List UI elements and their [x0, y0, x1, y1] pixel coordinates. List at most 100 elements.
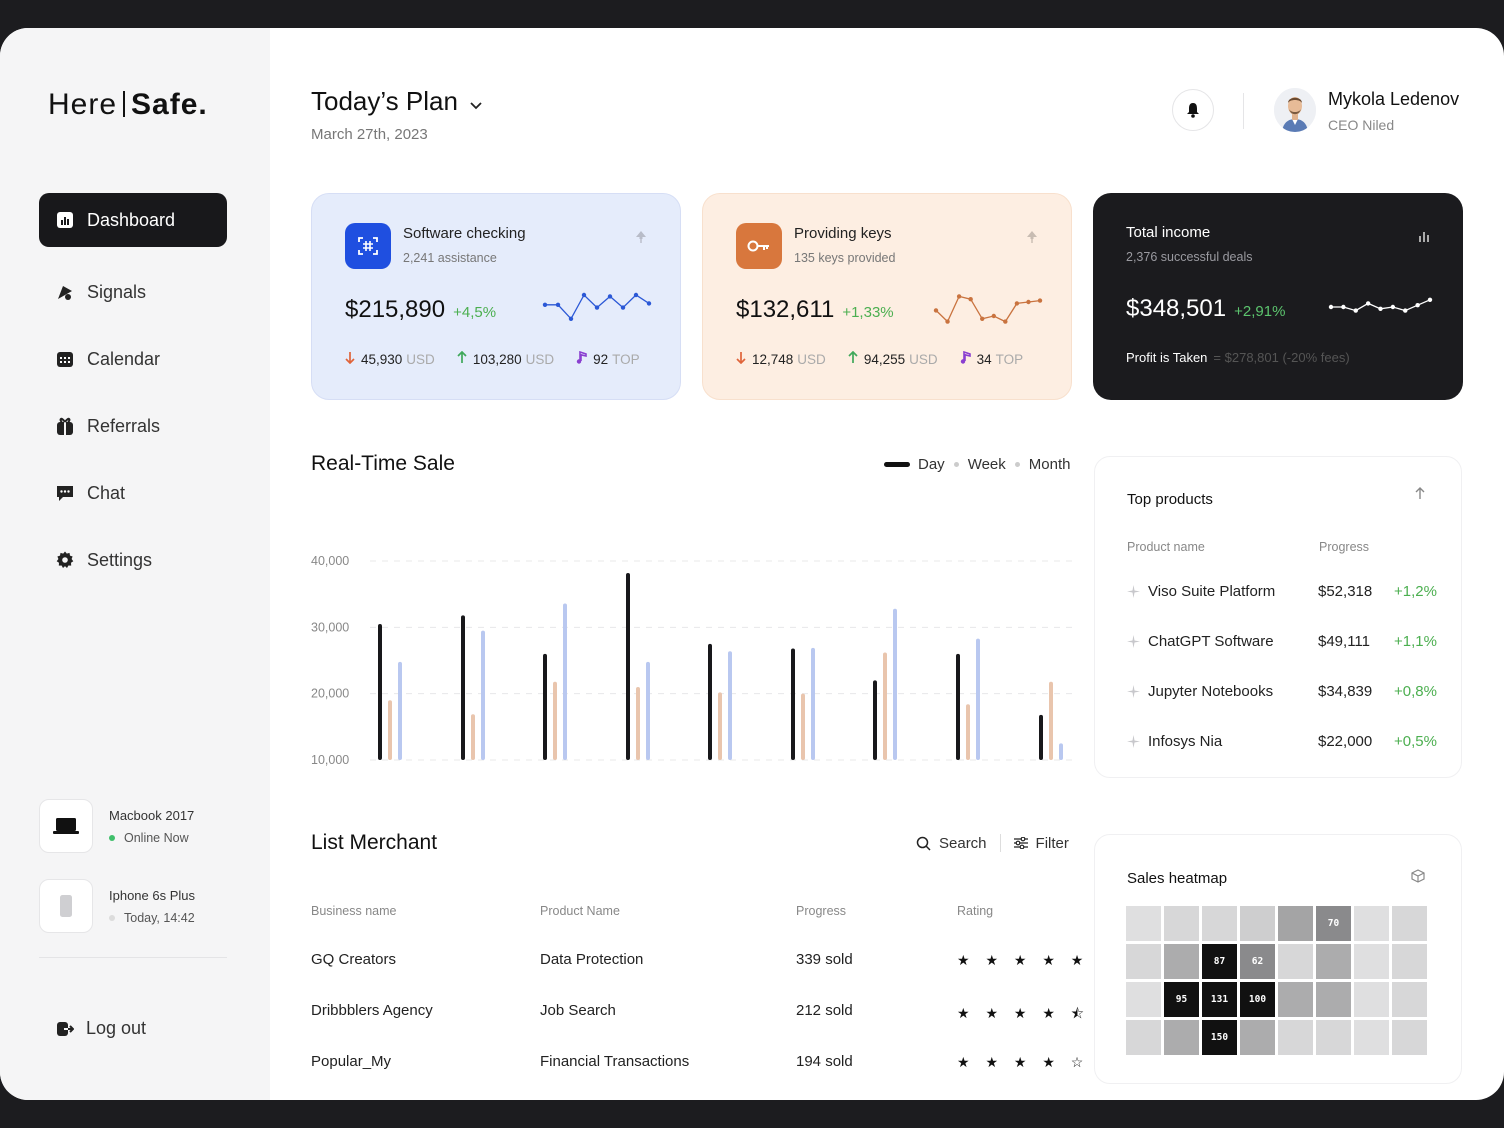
sidebar-item-calendar[interactable]: Calendar: [39, 332, 227, 386]
heatmap-cell[interactable]: [1126, 982, 1161, 1017]
filter-icon: [1013, 837, 1028, 849]
device-macbook[interactable]: Macbook 2017 Online Now: [39, 799, 239, 853]
sparkline-point: [633, 292, 639, 298]
sparkline-point: [1403, 308, 1408, 313]
chart-bar: [708, 643, 712, 760]
product-name: Infosys Nia: [1148, 732, 1223, 750]
heatmap-cell[interactable]: [1316, 944, 1351, 979]
heatmap-cell[interactable]: [1392, 1020, 1427, 1055]
sidebar-item-label: Signals: [87, 281, 147, 302]
sparkline-point: [1365, 301, 1371, 306]
product-row[interactable]: Viso Suite Platform $52,318 +1,2%: [1127, 579, 1447, 603]
sparkline-point: [956, 294, 962, 299]
heatmap-cell[interactable]: [1354, 944, 1389, 979]
sidebar-item-signals[interactable]: Signals: [39, 265, 227, 319]
product-row[interactable]: Infosys Nia $22,000 +0,5%: [1127, 729, 1447, 753]
heatmap-title: Sales heatmap: [1127, 870, 1228, 887]
heatmap-cell[interactable]: [1392, 982, 1427, 1017]
heatmap-cell[interactable]: [1278, 1020, 1313, 1055]
heatmap-cell[interactable]: [1354, 1020, 1389, 1055]
device-iphone[interactable]: Iphone 6s Plus Today, 14:42: [39, 879, 239, 933]
chart-bar: [873, 680, 877, 760]
rating-stars: ★ ★ ★ ★ ★: [957, 952, 1090, 968]
heatmap-cell[interactable]: [1316, 982, 1351, 1017]
chart-bar: [398, 661, 402, 760]
chart-bar: [626, 572, 630, 760]
pin-icon[interactable]: [636, 230, 646, 248]
heatmap-cell[interactable]: [1164, 1020, 1199, 1055]
sidebar-item-settings[interactable]: Settings: [39, 533, 227, 587]
heatmap-cell[interactable]: 95: [1164, 982, 1199, 1017]
sidebar-item-dashboard[interactable]: Dashboard: [39, 193, 227, 247]
heatmap-cell[interactable]: [1392, 944, 1427, 979]
heatmap-cell[interactable]: [1240, 1020, 1275, 1055]
product-name: Job Search: [540, 1002, 616, 1019]
card-change: +2,91%: [1234, 303, 1286, 320]
period-week[interactable]: Week: [967, 456, 1006, 473]
card-software-checking[interactable]: Software checking 2,241 assistance $215,…: [311, 193, 681, 400]
heatmap-cell[interactable]: [1392, 906, 1427, 941]
sparkline-point: [1341, 304, 1346, 310]
sparkline-point: [980, 316, 985, 321]
heatmap-cell[interactable]: [1278, 982, 1313, 1017]
product-row[interactable]: Jupyter Notebooks $34,839 +0,8%: [1127, 679, 1447, 703]
notification-button[interactable]: [1172, 89, 1214, 131]
sparkline: [1328, 297, 1433, 313]
arrow-up-icon: [457, 350, 467, 367]
heatmap-cell[interactable]: 62: [1240, 944, 1275, 979]
heatmap-cell[interactable]: [1164, 906, 1199, 941]
heatmap-cell[interactable]: [1126, 944, 1161, 979]
logout-button[interactable]: Log out: [56, 1018, 146, 1039]
sparkline-point: [607, 294, 613, 299]
card-title: Software checking: [403, 225, 526, 242]
bar-chart-icon[interactable]: [1419, 229, 1429, 247]
card-change: +1,33%: [842, 304, 894, 321]
card-change: +4,5%: [453, 304, 497, 321]
sidebar: Here Safe. Dashboard Signals Calendar Ref…: [0, 28, 270, 1100]
sparkline-point: [1353, 308, 1358, 313]
period-day[interactable]: Day: [918, 456, 945, 473]
sidebar-item-label: Calendar: [87, 348, 161, 369]
plan-dropdown[interactable]: Today’s Plan: [311, 86, 482, 117]
sparkline-point: [991, 313, 996, 319]
card-providing-keys[interactable]: Providing keys 135 keys provided $132,61…: [702, 193, 1072, 400]
column-header: Product name: [1127, 540, 1205, 554]
heatmap-cell[interactable]: 100: [1240, 982, 1275, 1017]
arrow-up-icon: [848, 350, 858, 367]
heatmap-cell[interactable]: [1240, 906, 1275, 941]
heatmap-cell[interactable]: [1354, 906, 1389, 941]
business-name: Dribbblers Agency: [311, 1002, 433, 1019]
chart-bar: [1039, 714, 1043, 760]
heatmap-cell[interactable]: 131: [1202, 982, 1237, 1017]
sidebar-item-referrals[interactable]: Referrals: [39, 399, 227, 453]
card-total-income[interactable]: Total income 2,376 successful deals $348…: [1093, 193, 1463, 400]
progress-value: 212 sold: [796, 1002, 853, 1019]
chart-bar: [883, 652, 887, 760]
heatmap-cell[interactable]: [1126, 906, 1161, 941]
sparkle-icon: [1127, 684, 1140, 698]
sidebar-item-chat[interactable]: Chat: [39, 466, 227, 520]
cube-icon[interactable]: [1411, 869, 1425, 888]
rating-stars: ★ ★ ★ ★ ☆: [957, 1054, 1090, 1070]
heatmap-cell[interactable]: [1164, 944, 1199, 979]
heatmap-cell[interactable]: [1354, 982, 1389, 1017]
arrow-up-icon[interactable]: [1415, 487, 1425, 505]
heatmap-cell[interactable]: [1126, 1020, 1161, 1055]
period-month[interactable]: Month: [1028, 456, 1071, 473]
heatmap-cell[interactable]: 87: [1202, 944, 1237, 979]
period-toggle: Day Week Month: [884, 456, 1070, 473]
heatmap-cell[interactable]: 70: [1316, 906, 1351, 941]
heatmap-cell[interactable]: [1278, 906, 1313, 941]
product-change: +1,2%: [1394, 582, 1437, 600]
product-row[interactable]: ChatGPT Software $49,111 +1,1%: [1127, 629, 1447, 653]
heatmap-cell[interactable]: [1316, 1020, 1351, 1055]
filter-button[interactable]: Filter: [1013, 835, 1069, 852]
pin-icon[interactable]: [1027, 230, 1037, 248]
heatmap-cell[interactable]: [1278, 944, 1313, 979]
heatmap-cell[interactable]: 150: [1202, 1020, 1237, 1055]
dashboard-icon: [55, 210, 75, 230]
product-name: Financial Transactions: [540, 1053, 690, 1070]
search-button[interactable]: Search: [916, 835, 987, 852]
heatmap-cell[interactable]: [1202, 906, 1237, 941]
avatar[interactable]: [1274, 88, 1316, 132]
